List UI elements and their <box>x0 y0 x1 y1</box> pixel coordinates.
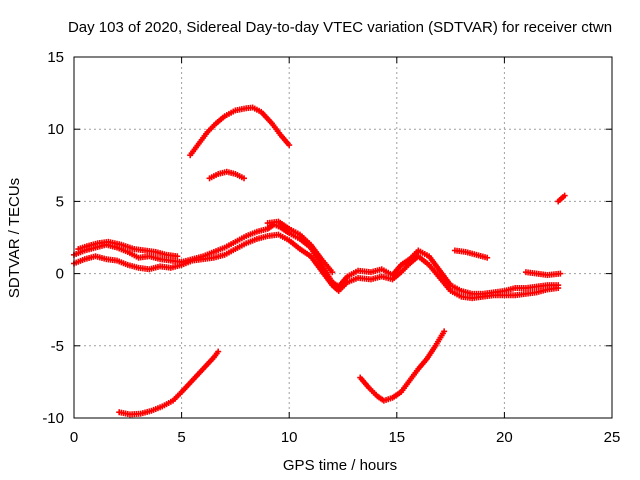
series-short-right <box>555 192 568 205</box>
x-tick-label: 25 <box>604 429 621 446</box>
y-tick-label: -5 <box>51 338 64 355</box>
x-axis-label: GPS time / hours <box>283 457 397 474</box>
y-tick-label: 5 <box>56 193 64 210</box>
series-main-d <box>264 218 336 276</box>
y-axis-label: SDTVAR / TECUs <box>6 178 23 298</box>
series-low-left-arc <box>116 348 222 418</box>
series-small-arc <box>206 168 248 182</box>
series-main-e <box>451 247 491 261</box>
y-tick-label: 15 <box>47 49 64 66</box>
series-upper-arc <box>187 104 293 159</box>
x-tick-label: 20 <box>496 429 513 446</box>
chart-title: Day 103 of 2020, Sidereal Day-to-day VTE… <box>68 19 612 36</box>
axis-ticks: 0 5 10 15 20 25 -10 -5 0 5 10 15 <box>42 49 620 446</box>
y-tick-label: 0 <box>56 266 64 283</box>
x-tick-label: 5 <box>177 429 185 446</box>
series-main-f <box>522 269 564 279</box>
y-tick-label: -10 <box>42 410 64 427</box>
plot-frame <box>73 56 613 419</box>
grid <box>74 57 612 418</box>
y-tick-label: 10 <box>47 121 64 138</box>
x-tick-label: 15 <box>388 429 405 446</box>
series-low-mid-arc <box>357 328 448 404</box>
x-tick-label: 10 <box>281 429 298 446</box>
series-main-c <box>75 238 181 260</box>
x-tick-label: 0 <box>70 429 78 446</box>
series-main-b <box>71 231 562 302</box>
data-series <box>71 104 568 418</box>
